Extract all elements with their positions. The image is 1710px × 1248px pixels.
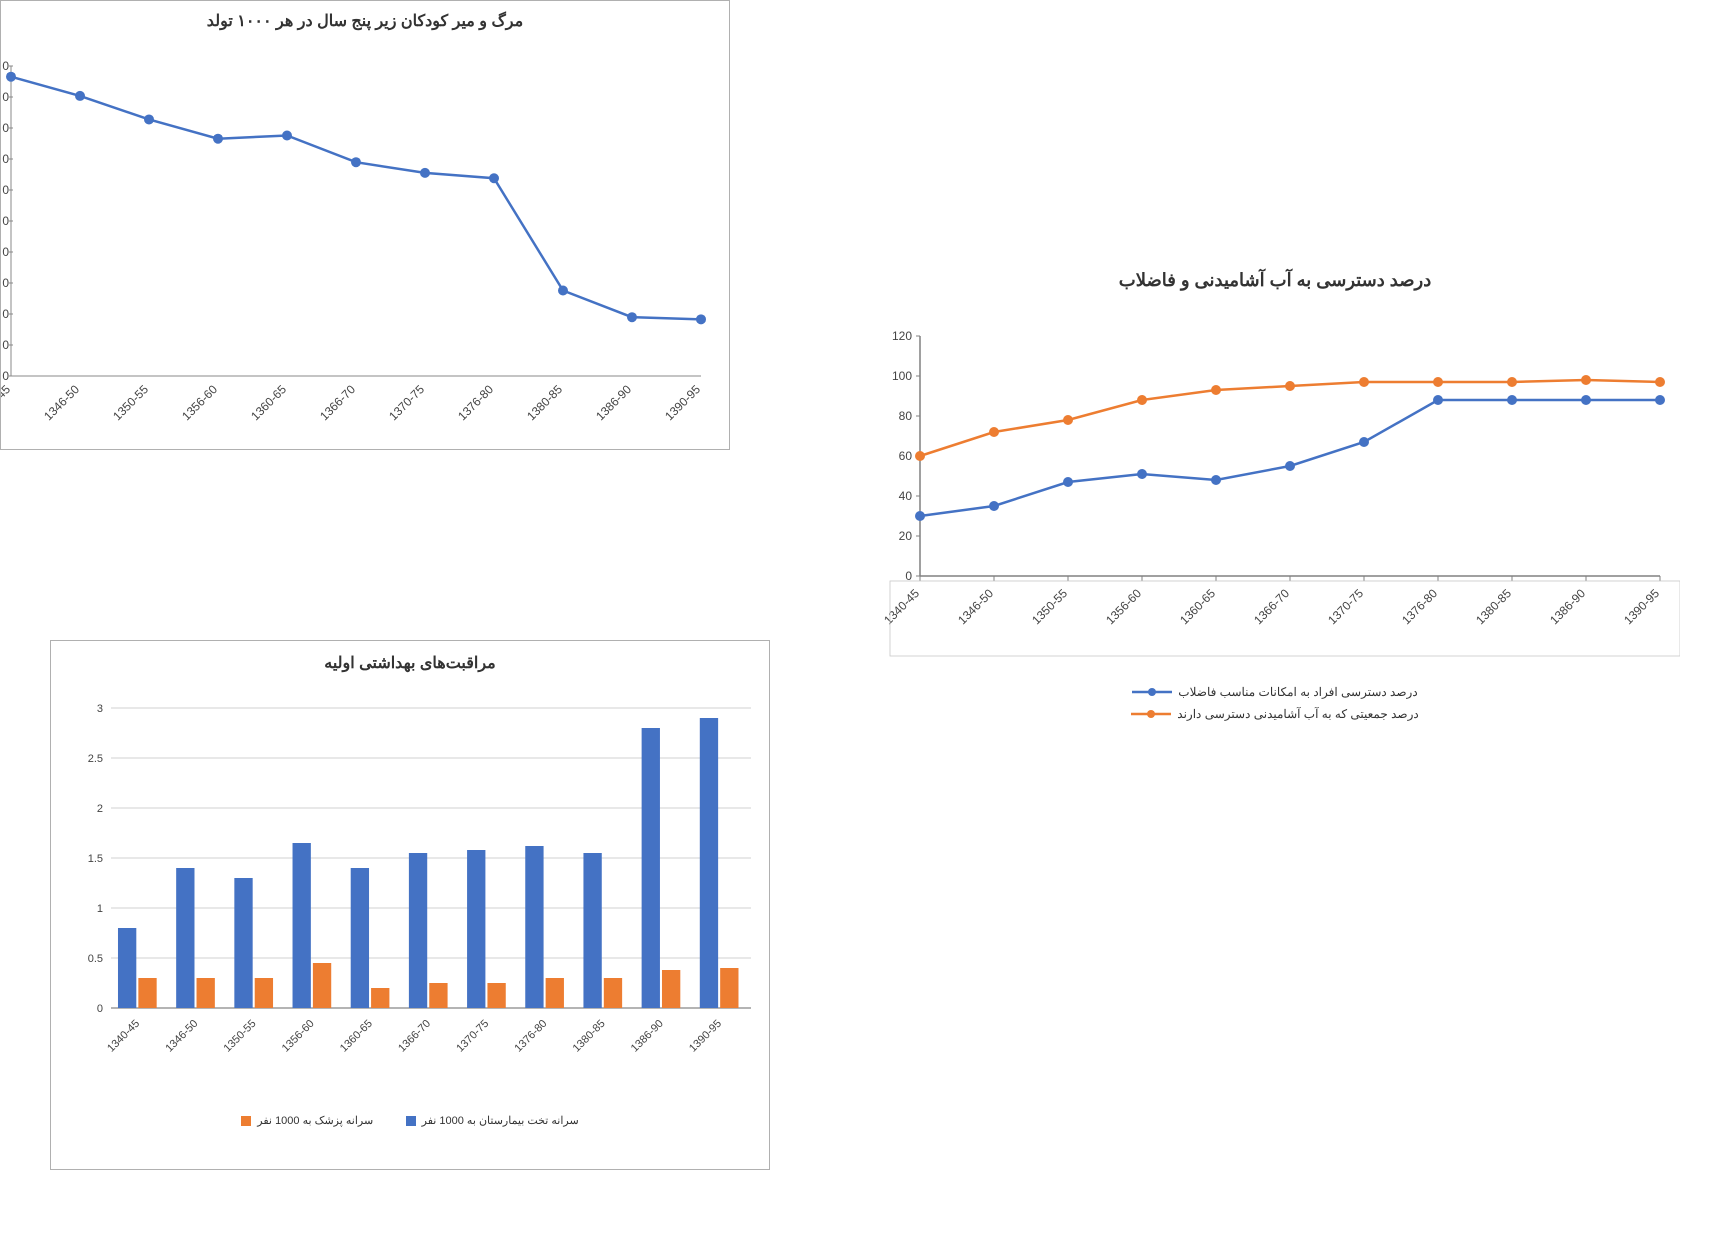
svg-text:0: 0 bbox=[2, 59, 9, 73]
svg-text:1366-70: 1366-70 bbox=[1251, 586, 1292, 627]
svg-text:0: 0 bbox=[2, 214, 9, 228]
water-chart-svg: 0204060801001201340-451346-501350-551356… bbox=[870, 326, 1680, 666]
svg-text:0.5: 0.5 bbox=[88, 953, 103, 965]
svg-text:3: 3 bbox=[97, 703, 103, 715]
water-chart-legend: درصد دسترسی افراد به امکانات مناسب فاضلا… bbox=[870, 681, 1680, 725]
health-chart: مراقبت‌های بهداشتی اولیه 0 0.5 1 1.5 2 2.5 3 13… bbox=[50, 640, 770, 1170]
svg-text:0: 0 bbox=[2, 90, 9, 104]
svg-text:2.5: 2.5 bbox=[88, 753, 103, 765]
svg-text:0: 0 bbox=[2, 121, 9, 135]
svg-text:1360-65: 1360-65 bbox=[248, 382, 289, 423]
health-chart-title: مراقبت‌های بهداشتی اولیه bbox=[51, 653, 769, 673]
svg-text:1.5: 1.5 bbox=[88, 853, 103, 865]
svg-text:1350-55: 1350-55 bbox=[1029, 586, 1070, 627]
legend-marker-sewage bbox=[1132, 686, 1172, 698]
svg-text:1366-70: 1366-70 bbox=[317, 382, 358, 423]
legend-label-drinking: درصد جمعیتی که به آب آشامیدنی دسترسی دار… bbox=[1177, 707, 1418, 721]
svg-text:20: 20 bbox=[899, 529, 913, 543]
svg-text:1380-85: 1380-85 bbox=[1473, 586, 1514, 627]
legend-label-beds: سرانه تخت بیمارستان به 1000 نفر bbox=[422, 1114, 579, 1127]
svg-text:0: 0 bbox=[97, 1003, 103, 1015]
svg-text:1376-80: 1376-80 bbox=[1399, 586, 1440, 627]
svg-text:120: 120 bbox=[892, 329, 912, 343]
svg-text:1350-55: 1350-55 bbox=[222, 1018, 259, 1055]
svg-text:1: 1 bbox=[97, 903, 103, 915]
svg-text:0: 0 bbox=[2, 245, 9, 259]
svg-text:1386-90: 1386-90 bbox=[629, 1018, 666, 1055]
svg-text:1376-80: 1376-80 bbox=[455, 382, 496, 423]
mortality-chart: مرگ و میر کودکان زیر پنج سال در هر ۱۰۰۰ … bbox=[0, 0, 730, 450]
svg-text:1390-95: 1390-95 bbox=[1621, 586, 1662, 627]
legend-label-doctors: سرانه پزشک به 1000 نفر bbox=[257, 1114, 373, 1127]
svg-text:1346-50: 1346-50 bbox=[163, 1018, 200, 1055]
svg-text:1370-75: 1370-75 bbox=[1325, 586, 1366, 627]
svg-text:1346-50: 1346-50 bbox=[41, 382, 82, 423]
svg-text:0: 0 bbox=[2, 338, 9, 352]
health-chart-svg: 0 0.5 1 1.5 2 2.5 3 1340-45 1346-50 1350-55 1356-6… bbox=[51, 698, 771, 1098]
svg-text:1366-70: 1366-70 bbox=[396, 1018, 433, 1055]
legend-item-beds: سرانه تخت بیمارستان به 1000 نفر bbox=[406, 1114, 579, 1127]
svg-text:1340-45: 1340-45 bbox=[105, 1018, 142, 1055]
health-chart-legend: سرانه تخت بیمارستان به 1000 نفر سرانه پز… bbox=[51, 1111, 769, 1129]
svg-text:1390-95: 1390-95 bbox=[662, 382, 703, 423]
water-chart-title: درصد دسترسی به آب آشامیدنی و فاضلاب bbox=[870, 270, 1680, 291]
legend-item-drinking: درصد جمعیتی که به آب آشامیدنی دسترسی دار… bbox=[1131, 707, 1418, 721]
svg-text:60: 60 bbox=[899, 449, 913, 463]
svg-text:1370-75: 1370-75 bbox=[454, 1018, 491, 1055]
svg-text:0: 0 bbox=[2, 369, 9, 383]
legend-item-sewage: درصد دسترسی افراد به امکانات مناسب فاضلا… bbox=[1132, 685, 1417, 699]
svg-text:1360-65: 1360-65 bbox=[338, 1018, 375, 1055]
legend-item-doctors: سرانه پزشک به 1000 نفر bbox=[241, 1114, 373, 1127]
svg-text:1356-60: 1356-60 bbox=[1103, 586, 1144, 627]
svg-text:1370-75: 1370-75 bbox=[386, 382, 427, 423]
legend-marker-beds bbox=[406, 1116, 416, 1126]
svg-text:1350-55: 1350-55 bbox=[110, 382, 151, 423]
mortality-chart-svg: 000000000001340-451346-501350-551356-601… bbox=[1, 56, 731, 456]
svg-text:2: 2 bbox=[97, 803, 103, 815]
svg-text:1360-65: 1360-65 bbox=[1177, 586, 1218, 627]
legend-marker-drinking bbox=[1131, 708, 1171, 720]
svg-text:1386-90: 1386-90 bbox=[593, 382, 634, 423]
water-chart: درصد دسترسی به آب آشامیدنی و فاضلاب 0204… bbox=[870, 270, 1680, 800]
svg-text:100: 100 bbox=[892, 369, 912, 383]
svg-text:1356-60: 1356-60 bbox=[179, 382, 220, 423]
svg-text:1380-85: 1380-85 bbox=[524, 382, 565, 423]
svg-text:1356-60: 1356-60 bbox=[280, 1018, 317, 1055]
legend-label-sewage: درصد دسترسی افراد به امکانات مناسب فاضلا… bbox=[1178, 685, 1417, 699]
svg-text:1346-50: 1346-50 bbox=[955, 586, 996, 627]
svg-text:1380-85: 1380-85 bbox=[571, 1018, 608, 1055]
svg-text:0: 0 bbox=[2, 183, 9, 197]
svg-text:1386-90: 1386-90 bbox=[1547, 586, 1588, 627]
svg-text:80: 80 bbox=[899, 409, 913, 423]
svg-text:1340-45: 1340-45 bbox=[1, 382, 13, 423]
svg-text:0: 0 bbox=[2, 276, 9, 290]
svg-text:1376-80: 1376-80 bbox=[512, 1018, 549, 1055]
legend-marker-doctors bbox=[241, 1116, 251, 1126]
svg-text:0: 0 bbox=[2, 307, 9, 321]
svg-text:1340-45: 1340-45 bbox=[881, 586, 922, 627]
mortality-chart-title: مرگ و میر کودکان زیر پنج سال در هر ۱۰۰۰ … bbox=[1, 11, 729, 31]
svg-text:0: 0 bbox=[2, 152, 9, 166]
svg-text:40: 40 bbox=[899, 489, 913, 503]
svg-text:1390-95: 1390-95 bbox=[687, 1018, 724, 1055]
